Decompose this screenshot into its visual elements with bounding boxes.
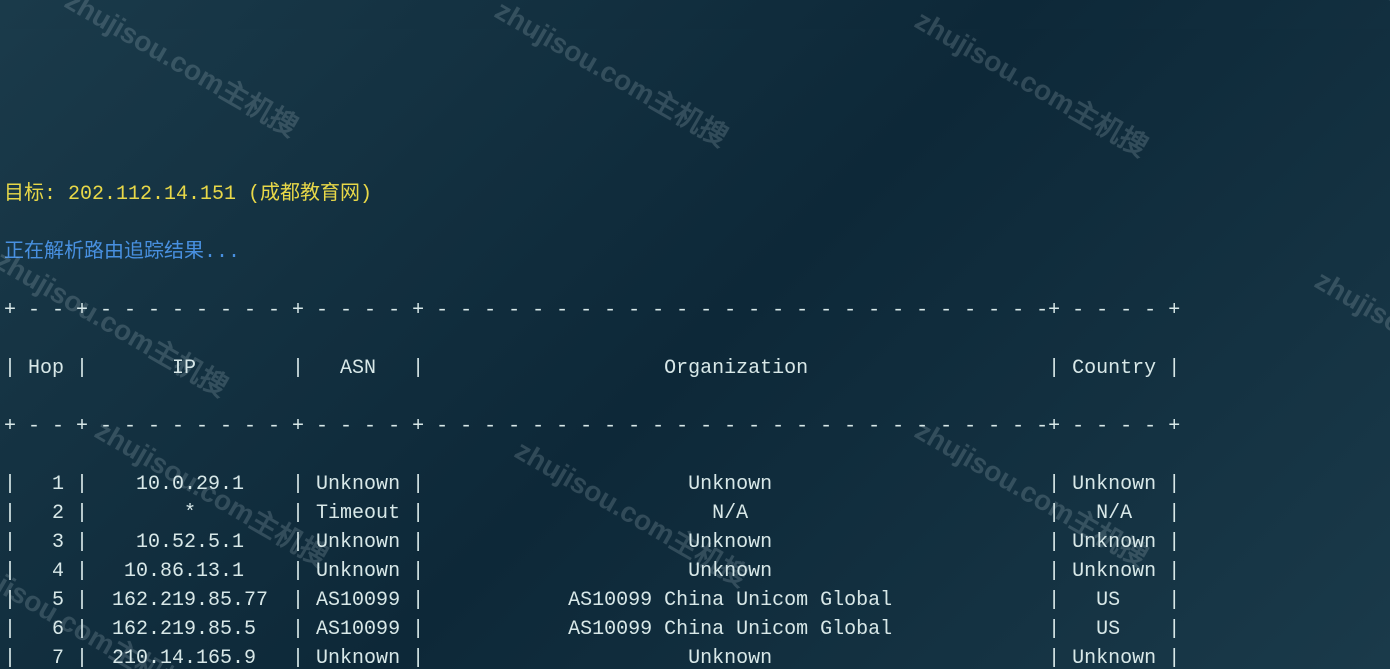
watermark-text: zhujisou.com主机搜 — [910, 5, 1152, 162]
status-line: 正在解析路由追踪结果... — [4, 238, 1386, 267]
target-label: 目标: — [4, 183, 68, 206]
watermark-text: zhujisou.com主机搜 — [1310, 0, 1390, 92]
watermark-text: zhujisou.com主机搜 — [490, 0, 732, 152]
separator-top: + - - + - - - - - - - - + - - - - + - - … — [4, 296, 1386, 325]
target-line: 目标: 202.112.14.151 (成都教育网) — [4, 180, 1386, 209]
terminal-output: 目标: 202.112.14.151 (成都教育网) 正在解析路由追踪结果...… — [0, 145, 1390, 669]
data-rows: | 1 | 10.0.29.1 | Unknown | Unknown | Un… — [4, 470, 1386, 669]
table-row: | 1 | 10.0.29.1 | Unknown | Unknown | Un… — [4, 470, 1386, 499]
table-row: | 5 | 162.219.85.77 | AS10099 | AS10099 … — [4, 586, 1386, 615]
target-ip: 202.112.14.151 — [68, 183, 236, 206]
table-row: | 3 | 10.52.5.1 | Unknown | Unknown | Un… — [4, 528, 1386, 557]
table-row: | 4 | 10.86.13.1 | Unknown | Unknown | U… — [4, 557, 1386, 586]
table-row: | 7 | 210.14.165.9 | Unknown | Unknown |… — [4, 644, 1386, 669]
table-row: | 2 | * | Timeout | N/A | N/A | — [4, 499, 1386, 528]
header-row: | Hop | IP | ASN | Organization | Countr… — [4, 354, 1386, 383]
watermark-text: zhujisou.com主机搜 — [60, 0, 302, 142]
target-desc: (成都教育网) — [236, 183, 372, 206]
separator-mid: + - - + - - - - - - - - + - - - - + - - … — [4, 412, 1386, 441]
